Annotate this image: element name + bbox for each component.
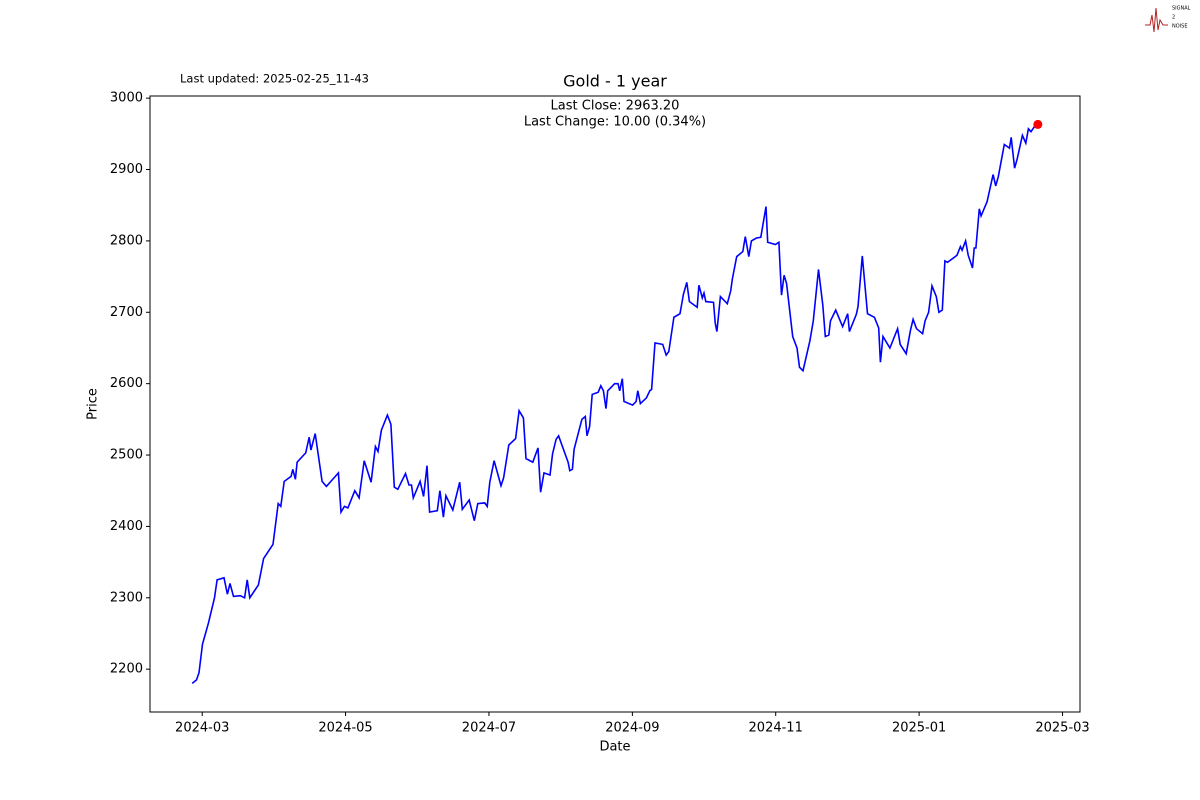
- y-tick-label: 2400: [110, 519, 143, 534]
- x-tick-label: 2024-09: [605, 721, 659, 736]
- logo-text: 2: [1172, 15, 1175, 21]
- x-tick-label: 2024-07: [462, 721, 516, 736]
- y-tick-label: 2700: [110, 305, 143, 320]
- x-tick-label: 2025-03: [1035, 721, 1089, 736]
- y-tick-label: 3000: [110, 91, 143, 106]
- plot-frame: [149, 95, 1081, 713]
- logo-text: NOISE: [1172, 24, 1187, 30]
- price-line: [191, 123, 1039, 685]
- y-tick-label: 2900: [110, 162, 143, 177]
- chart-title: Gold - 1 year: [563, 72, 667, 91]
- last-point: [1033, 119, 1043, 129]
- x-tick-label: 2024-05: [318, 721, 372, 736]
- y-tick-label: 2600: [110, 376, 143, 391]
- last-updated: Last updated: 2025-02-25_11-43: [180, 72, 369, 86]
- logo-text: SIGNAL: [1172, 6, 1191, 12]
- x-axis-label: Date: [599, 740, 630, 755]
- annotation-close: Last Close: 2963.20: [551, 99, 680, 114]
- x-tick-label: 2024-03: [175, 721, 229, 736]
- y-axis-label: Price: [86, 388, 101, 420]
- y-tick-label: 2800: [110, 233, 143, 248]
- y-tick-label: 2300: [110, 590, 143, 605]
- x-tick-label: 2024-11: [749, 721, 803, 736]
- y-tick-label: 2500: [110, 448, 143, 463]
- y-tick-label: 2200: [110, 662, 143, 677]
- x-tick-label: 2025-01: [892, 721, 946, 736]
- annotation-change: Last Change: 10.00 (0.34%): [524, 115, 706, 130]
- logo: SIGNAL 2 NOISE: [1145, 6, 1191, 33]
